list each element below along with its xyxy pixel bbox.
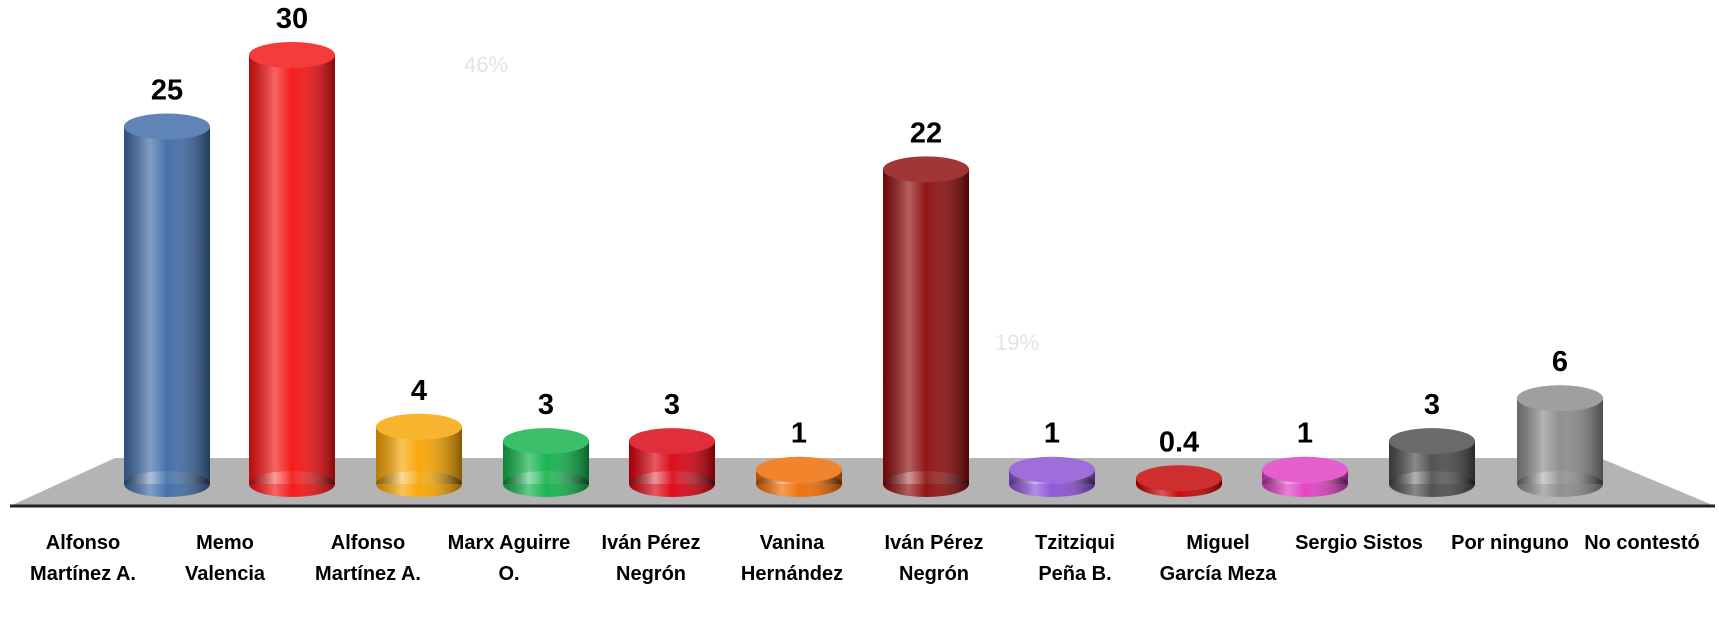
bar-top <box>1389 428 1475 455</box>
bar-top <box>756 456 842 483</box>
category-label: Tzitziqui Peña B. <box>1035 532 1115 585</box>
bar-top-shine <box>376 413 462 440</box>
bar-top <box>883 156 969 183</box>
bar-bottom-shade <box>1389 471 1475 497</box>
bar-bottom-shade <box>883 471 969 497</box>
bar-top-shine <box>1517 385 1603 412</box>
value-label: 3 <box>538 389 554 421</box>
bar-top-shine <box>1262 456 1348 483</box>
bar-top <box>1136 465 1222 492</box>
bar-shade <box>249 55 335 484</box>
bar-top-shine <box>249 42 335 68</box>
value-label: 30 <box>276 3 308 35</box>
bar-shade <box>883 169 969 484</box>
value-label: 4 <box>411 375 427 407</box>
category-label: Memo Valencia <box>184 532 266 585</box>
bar-top <box>1262 456 1348 483</box>
bar-top-shine <box>629 428 715 455</box>
bar-bottom-shade <box>376 471 462 497</box>
category-label: Miguel García Meza <box>1159 532 1277 585</box>
value-label: 3 <box>1424 389 1440 421</box>
bar-bottom-shade <box>124 471 210 497</box>
category-label: Vanina Hernández <box>740 532 844 585</box>
category-label: Marx Aguirre O. <box>447 532 571 585</box>
bar-top <box>1517 385 1603 412</box>
value-label: 1 <box>791 418 807 450</box>
bar-top-shine <box>124 113 210 140</box>
value-label: 1 <box>1297 418 1313 450</box>
bar-top <box>1009 456 1095 483</box>
bar-top <box>503 428 589 455</box>
value-label: 3 <box>664 389 680 421</box>
value-label: 6 <box>1552 346 1568 378</box>
category-label: Sergio Sistos <box>1295 532 1423 554</box>
bar-top-shine <box>1009 456 1095 483</box>
background-label: 19% <box>995 330 1039 355</box>
background-label: 46% <box>464 52 508 77</box>
bar-bottom-shade <box>1517 471 1603 497</box>
bar-bottom-shade <box>503 471 589 497</box>
bar-top <box>249 42 335 68</box>
bar-top-shine <box>756 456 842 483</box>
category-label: Iván Pérez Negrón <box>884 532 984 585</box>
bar-top-shine <box>503 428 589 455</box>
bar-top <box>376 413 462 440</box>
category-label: Por ninguno <box>1451 532 1569 554</box>
bar-bottom-shade <box>629 471 715 497</box>
category-label: Alfonso Martínez A. <box>315 532 421 585</box>
value-label: 0.4 <box>1159 426 1199 458</box>
category-label: Alfonso Martínez A. <box>30 532 136 585</box>
bar-shade <box>124 126 210 484</box>
bar-top <box>629 428 715 455</box>
value-label: 1 <box>1044 418 1060 450</box>
value-label: 25 <box>151 75 183 107</box>
bar-shade <box>1517 398 1603 484</box>
category-label: Iván Pérez Negrón <box>601 532 701 585</box>
bar-top-shine <box>1136 465 1222 492</box>
bar-bottom-shade <box>249 471 335 497</box>
bar-top <box>124 113 210 140</box>
bar-top-shine <box>883 156 969 183</box>
value-label: 22 <box>910 117 942 149</box>
category-label: No contestó <box>1584 532 1700 554</box>
bar-top-shine <box>1389 428 1475 455</box>
